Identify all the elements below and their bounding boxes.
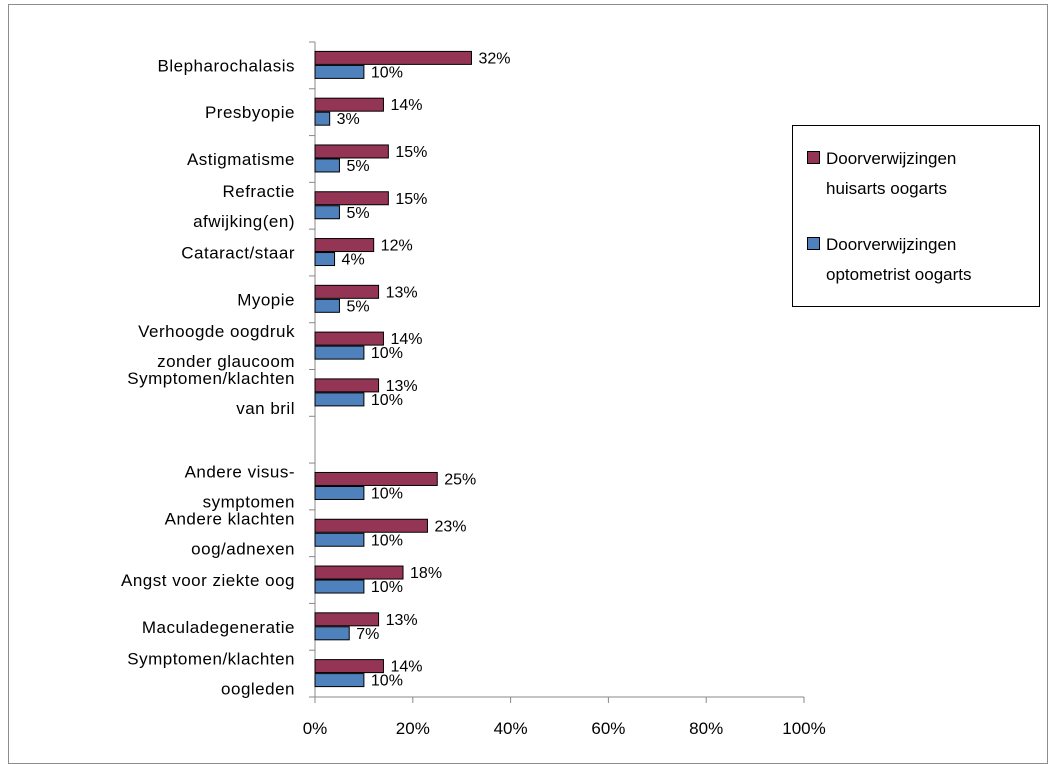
data-label: 18% <box>410 565 442 582</box>
legend-label-huisarts-line-2: huisarts oogarts <box>826 179 947 198</box>
data-label: 3% <box>337 111 360 128</box>
legend-swatch-optometrist <box>807 237 820 250</box>
data-label: 10% <box>371 345 403 362</box>
legend-label-optometrist: Doorverwijzingen optometrist oogarts <box>826 230 1036 290</box>
legend-label-optometrist-line-1: Doorverwijzingen <box>826 235 957 254</box>
legend-label-huisarts: Doorverwijzingen huisarts oogarts <box>826 144 1036 204</box>
data-label: 13% <box>386 378 418 395</box>
legend-label-optometrist-line-2: optometrist oogarts <box>826 265 972 284</box>
bar <box>314 471 438 486</box>
bar <box>314 659 384 674</box>
bar <box>314 298 340 313</box>
chart-legend: Doorverwijzingen huisarts oogarts Doorve… <box>792 125 1040 307</box>
bar <box>314 612 380 627</box>
category-label: Myopie <box>237 290 295 309</box>
legend-label-huisarts-line-1: Doorverwijzingen <box>826 149 957 168</box>
data-label: 10% <box>371 392 403 409</box>
category-label: Blepharochalasis <box>158 56 295 75</box>
data-label: 25% <box>444 471 476 488</box>
bar <box>314 579 365 594</box>
category-label: van bril <box>236 399 295 418</box>
legend-item-optometrist: Doorverwijzingen optometrist oogarts <box>807 230 1036 290</box>
bar <box>314 111 331 126</box>
bar <box>314 485 365 500</box>
data-label: 23% <box>434 518 466 535</box>
category-label: Cataract/staar <box>181 244 295 263</box>
bar <box>314 331 384 346</box>
bar <box>314 238 375 253</box>
data-label: 14% <box>390 659 422 676</box>
data-label: 5% <box>346 298 369 315</box>
bar <box>314 252 336 267</box>
category-label: symptomen <box>203 492 295 511</box>
x-tick-label: 80% <box>689 719 723 738</box>
bar <box>314 144 389 159</box>
category-label: Astigmatisme <box>187 150 295 169</box>
data-label: 10% <box>371 485 403 502</box>
legend-item-huisarts: Doorverwijzingen huisarts oogarts <box>807 144 1036 204</box>
category-label: Symptomen/klachten <box>127 650 295 669</box>
x-tick-label: 0% <box>303 719 328 738</box>
data-label: 14% <box>390 97 422 114</box>
data-label: 4% <box>342 252 365 269</box>
data-label: 13% <box>386 612 418 629</box>
data-label: 14% <box>390 331 422 348</box>
data-label: 32% <box>478 50 510 67</box>
category-label: Refractie <box>222 182 295 201</box>
bar <box>314 284 380 299</box>
bar <box>314 378 380 393</box>
x-tick-label: 60% <box>591 719 625 738</box>
bar <box>314 191 389 206</box>
data-label: 13% <box>386 284 418 301</box>
data-label: 10% <box>371 579 403 596</box>
category-label: Presbyopie <box>205 103 295 122</box>
category-label: zonder glaucoom <box>157 352 295 371</box>
bar <box>314 673 365 688</box>
category-label: oog/adnexen <box>191 539 295 558</box>
data-label: 12% <box>381 238 413 255</box>
x-tick-label: 100% <box>782 719 825 738</box>
data-label: 7% <box>356 626 379 643</box>
bar <box>314 626 350 641</box>
category-label: Andere klachten <box>165 509 295 528</box>
data-label: 15% <box>395 191 427 208</box>
category-label: Symptomen/klachten <box>127 369 295 388</box>
bar <box>314 532 365 547</box>
data-label: 5% <box>346 205 369 222</box>
bar <box>314 345 365 360</box>
x-tick-label: 40% <box>494 719 528 738</box>
data-label: 10% <box>371 64 403 81</box>
data-label: 5% <box>346 158 369 175</box>
bar <box>314 565 404 580</box>
bar <box>314 50 472 65</box>
x-tick-label: 20% <box>396 719 430 738</box>
bar <box>314 205 340 220</box>
category-label: Verhoogde oogdruk <box>138 322 295 341</box>
category-label: Angst voor ziekte oog <box>121 571 295 590</box>
legend-swatch-huisarts <box>807 151 820 164</box>
bar <box>314 392 365 407</box>
data-label: 10% <box>371 532 403 549</box>
category-label: Maculadegeneratie <box>142 618 295 637</box>
data-label: 15% <box>395 144 427 161</box>
bar <box>314 64 365 79</box>
bar <box>314 97 384 112</box>
data-label: 10% <box>371 673 403 690</box>
category-label: oogleden <box>221 680 295 699</box>
bar <box>314 518 428 533</box>
category-label: Andere visus- <box>185 462 295 481</box>
bar <box>314 158 340 173</box>
category-label: afwijking(en) <box>193 212 295 231</box>
